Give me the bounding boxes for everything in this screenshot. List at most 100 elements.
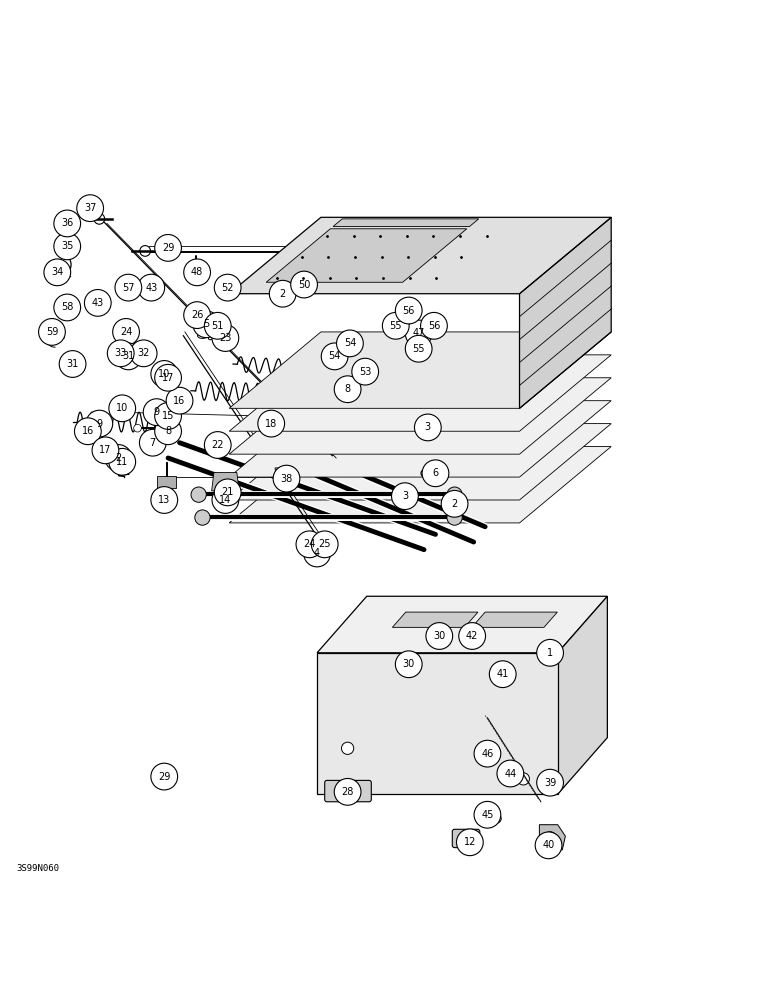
Text: 18: 18 xyxy=(265,419,277,429)
Circle shape xyxy=(410,343,424,357)
Circle shape xyxy=(85,203,96,214)
Text: 6: 6 xyxy=(432,468,439,478)
Polygon shape xyxy=(157,476,176,488)
Circle shape xyxy=(143,399,170,426)
Circle shape xyxy=(404,309,410,315)
Circle shape xyxy=(166,387,193,414)
Text: 21: 21 xyxy=(222,487,234,497)
Circle shape xyxy=(535,832,562,859)
Text: 29: 29 xyxy=(162,243,174,253)
Circle shape xyxy=(429,324,435,330)
Circle shape xyxy=(414,347,420,353)
Circle shape xyxy=(154,418,182,445)
Ellipse shape xyxy=(209,332,216,340)
Circle shape xyxy=(96,420,106,430)
Circle shape xyxy=(311,531,338,558)
Polygon shape xyxy=(229,217,611,294)
Text: 30: 30 xyxy=(433,631,445,641)
Ellipse shape xyxy=(295,281,310,291)
Circle shape xyxy=(92,437,119,464)
Text: 10: 10 xyxy=(158,369,170,379)
Circle shape xyxy=(183,302,210,328)
Circle shape xyxy=(480,748,490,759)
Text: 39: 39 xyxy=(544,778,556,788)
Text: 34: 34 xyxy=(51,267,63,277)
Circle shape xyxy=(334,376,361,403)
Text: 24: 24 xyxy=(120,327,132,337)
Text: 56: 56 xyxy=(428,321,440,331)
Text: 46: 46 xyxy=(481,749,494,759)
Ellipse shape xyxy=(197,333,208,338)
Circle shape xyxy=(257,410,284,437)
Text: 45: 45 xyxy=(481,810,494,820)
Text: 23: 23 xyxy=(219,333,231,343)
Text: 13: 13 xyxy=(158,495,170,505)
Circle shape xyxy=(303,540,330,567)
Circle shape xyxy=(488,807,497,816)
Text: 52: 52 xyxy=(222,283,234,293)
Circle shape xyxy=(447,487,462,502)
Text: 17: 17 xyxy=(99,445,112,455)
Circle shape xyxy=(139,429,167,456)
Ellipse shape xyxy=(173,400,183,405)
Text: 7: 7 xyxy=(150,438,156,448)
Polygon shape xyxy=(229,424,611,500)
Polygon shape xyxy=(229,401,611,477)
Polygon shape xyxy=(229,378,611,454)
Circle shape xyxy=(351,358,379,385)
Circle shape xyxy=(220,437,228,445)
Text: 3: 3 xyxy=(425,422,431,432)
Circle shape xyxy=(441,490,468,517)
Circle shape xyxy=(382,312,410,339)
Circle shape xyxy=(47,328,57,339)
Circle shape xyxy=(134,424,141,432)
Text: 50: 50 xyxy=(298,280,310,290)
Text: 2: 2 xyxy=(452,499,458,509)
Polygon shape xyxy=(520,217,611,408)
Circle shape xyxy=(204,312,231,339)
Circle shape xyxy=(212,487,238,513)
Text: 15: 15 xyxy=(162,411,174,421)
Circle shape xyxy=(193,311,220,338)
Polygon shape xyxy=(212,472,239,491)
Circle shape xyxy=(151,763,177,790)
Text: 16: 16 xyxy=(173,396,186,406)
Text: 32: 32 xyxy=(138,348,150,358)
Circle shape xyxy=(199,323,206,329)
Circle shape xyxy=(541,777,552,788)
Circle shape xyxy=(321,343,348,370)
Text: 22: 22 xyxy=(212,440,224,450)
Text: 8: 8 xyxy=(165,426,171,436)
Circle shape xyxy=(318,540,329,551)
Polygon shape xyxy=(260,417,283,431)
Circle shape xyxy=(44,259,70,286)
Circle shape xyxy=(165,415,171,421)
Circle shape xyxy=(391,324,397,330)
Ellipse shape xyxy=(57,303,80,312)
Text: 57: 57 xyxy=(122,283,134,293)
Text: 31: 31 xyxy=(122,351,134,361)
Circle shape xyxy=(414,414,442,441)
Circle shape xyxy=(161,411,175,425)
Circle shape xyxy=(149,408,160,418)
Circle shape xyxy=(290,271,318,298)
Polygon shape xyxy=(266,229,467,282)
Circle shape xyxy=(157,370,168,381)
Ellipse shape xyxy=(228,332,236,340)
Circle shape xyxy=(261,425,267,431)
Circle shape xyxy=(110,453,124,466)
Circle shape xyxy=(212,444,220,452)
Circle shape xyxy=(536,639,563,666)
Circle shape xyxy=(53,233,81,260)
Ellipse shape xyxy=(426,470,437,476)
Text: 35: 35 xyxy=(61,241,73,251)
Circle shape xyxy=(151,487,177,513)
Ellipse shape xyxy=(90,301,102,308)
Polygon shape xyxy=(333,219,479,226)
Polygon shape xyxy=(229,332,611,408)
Circle shape xyxy=(450,502,456,508)
Text: 4: 4 xyxy=(314,548,320,558)
Polygon shape xyxy=(471,612,558,627)
Circle shape xyxy=(474,740,501,767)
Text: 48: 48 xyxy=(191,267,203,277)
